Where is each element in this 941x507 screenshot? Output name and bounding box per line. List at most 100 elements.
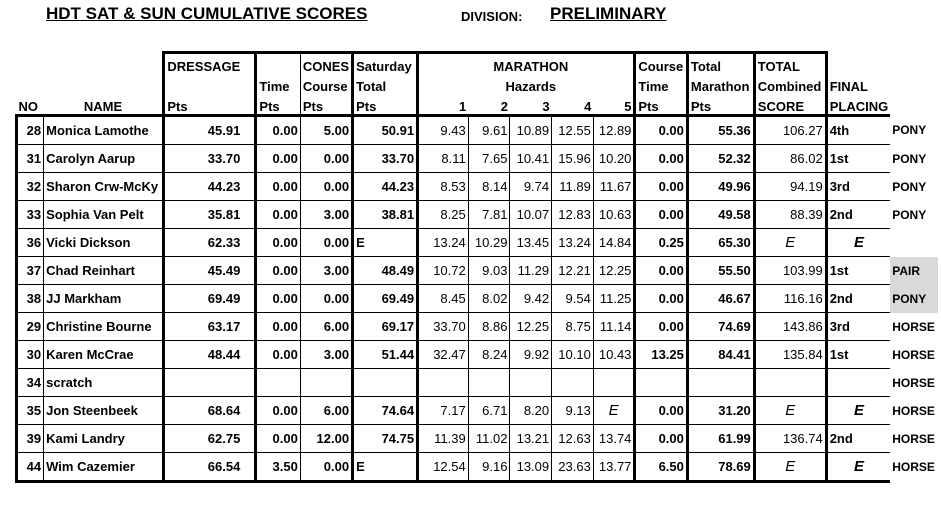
saturday-total: E: [351, 228, 418, 257]
total-marathon-pts: 65.30: [685, 228, 755, 257]
total-marathon-pts: 55.50: [685, 256, 755, 285]
spacer-cell: [416, 114, 427, 145]
entry-no: 37: [14, 256, 44, 285]
hazard-4-header: 4: [584, 99, 592, 114]
entry-name: Chad Reinhart: [43, 256, 164, 285]
final-placing: 1st: [826, 256, 891, 285]
table-row: 28 Monica Lamothe 45.91 0.00 5.00 50.91 9.43 9.…: [14, 114, 940, 145]
entry-no: 36: [14, 228, 44, 257]
spacer-cell: [242, 424, 257, 453]
time-pts: 0.00: [254, 114, 301, 145]
entry-name: Jon Steenbeek: [43, 396, 164, 425]
hazard-3-header: 3: [542, 99, 550, 114]
time-pts: 0.00: [254, 312, 301, 341]
final-placing: 2nd: [826, 284, 891, 313]
entry-no: 35: [14, 396, 44, 425]
entry-no: 30: [14, 340, 44, 369]
final-header: FINAL: [829, 79, 868, 94]
spacer-cell: [416, 368, 427, 397]
combined-score: 86.02: [752, 144, 828, 173]
hazard-5: 12.89: [592, 114, 635, 145]
total-marathon-pts-header: Pts: [685, 94, 755, 116]
dressage-pts: 35.81: [162, 200, 243, 229]
table-row: 30 Karen McCrae 48.44 0.00 3.00 51.44 32.47 8.2…: [14, 340, 940, 369]
spacer-cell: [416, 144, 427, 173]
cones-pts: 3.00: [299, 200, 353, 229]
hazard-3: 10.07: [509, 200, 552, 229]
hazard-3: 8.20: [509, 396, 552, 425]
total-marathon-pts: 52.32: [685, 144, 755, 173]
final-placing: 3rd: [826, 172, 891, 201]
division-label: DIVISION:: [461, 9, 523, 24]
spacer-cell: [416, 228, 427, 257]
time-pts-header: Pts: [254, 94, 301, 116]
saturday-total: 74.75: [351, 424, 418, 453]
combined-score: 106.27: [752, 114, 828, 145]
entry-no: 34: [14, 368, 44, 397]
spacer-cell: [416, 200, 427, 229]
course-time-pts: 13.25: [633, 340, 688, 369]
combined-score: 116.16: [752, 284, 828, 313]
final-placing: 1st: [826, 144, 891, 173]
dressage-pts: 45.91: [162, 114, 243, 145]
entry-name: Karen McCrae: [43, 340, 164, 369]
entry-name: Sharon Crw-McKy: [43, 172, 164, 201]
hazard-4: 12.55: [551, 114, 594, 145]
table-row: 44 Wim Cazemier 66.54 3.50 0.00 E 12.54 9.16 13.…: [14, 452, 940, 483]
hazard-3: 9.92: [509, 340, 552, 369]
hazard-5: 12.25: [592, 256, 635, 285]
entry-type: HORSE: [892, 460, 935, 474]
hazard-4: 9.54: [551, 284, 594, 313]
hazard-2: 9.16: [467, 452, 510, 483]
final-placing: 1st: [826, 340, 891, 369]
course-time-pts: 0.00: [633, 144, 688, 173]
entry-name: Wim Cazemier: [43, 452, 164, 483]
saturday-header: Saturday: [351, 51, 418, 74]
saturday-total: [351, 368, 418, 397]
time-pts: 0.00: [254, 424, 301, 453]
entry-name: Carolyn Aarup: [43, 144, 164, 173]
saturday-total: 33.70: [351, 144, 418, 173]
hazard-5: 13.74: [592, 424, 635, 453]
saturday-total: 48.49: [351, 256, 418, 285]
course-time-pts: 0.00: [633, 396, 688, 425]
dressage-pts: 48.44: [162, 340, 243, 369]
final-placing: 4th: [826, 114, 891, 145]
entry-no: 28: [14, 114, 44, 145]
hazard-1: 8.53: [426, 172, 469, 201]
table-row: 36 Vicki Dickson 62.33 0.00 0.00 E 13.24 10.29 1…: [14, 228, 940, 257]
hazard-4: 13.24: [551, 228, 594, 257]
total-marathon-header-2: Marathon: [685, 74, 755, 94]
spacer-cell: [242, 340, 257, 369]
table-row: 33 Sophia Van Pelt 35.81 0.00 3.00 38.81 8.25 7…: [14, 200, 940, 229]
entry-type: HORSE: [892, 319, 935, 334]
total-marathon-header: Total: [685, 51, 755, 74]
spacer-cell: [416, 452, 427, 483]
combined-score: 88.39: [752, 200, 828, 229]
final-placing: E: [826, 452, 891, 483]
hazard-3: 13.21: [509, 424, 552, 453]
hazard-2: 8.02: [467, 284, 510, 313]
combined-score: E: [752, 396, 828, 425]
marathon-header: MARATHON: [468, 51, 594, 74]
final-placing: 3rd: [826, 312, 891, 341]
hazard-4: 15.96: [551, 144, 594, 173]
final-placing: E: [826, 396, 891, 425]
entry-no: 32: [14, 172, 44, 201]
cones-pts: 0.00: [299, 144, 353, 173]
hazard-5: 13.77: [592, 452, 635, 483]
spacer-cell: [416, 424, 427, 453]
saturday-total: E: [351, 452, 418, 483]
entry-no: 44: [14, 452, 44, 483]
spacer-cell: [242, 312, 257, 341]
saturday-total: 50.91: [351, 114, 418, 145]
combined-score: 94.19: [752, 172, 828, 201]
entry-no: 39: [14, 424, 44, 453]
course-time-pts: 0.00: [633, 256, 688, 285]
hazard-4: 12.63: [551, 424, 594, 453]
course-time-header-2: Time: [633, 74, 688, 94]
entry-name: scratch: [43, 368, 164, 397]
hazard-2: 6.71: [467, 396, 510, 425]
course-time-pts: 0.25: [633, 228, 688, 257]
hazard-5: 10.43: [592, 340, 635, 369]
